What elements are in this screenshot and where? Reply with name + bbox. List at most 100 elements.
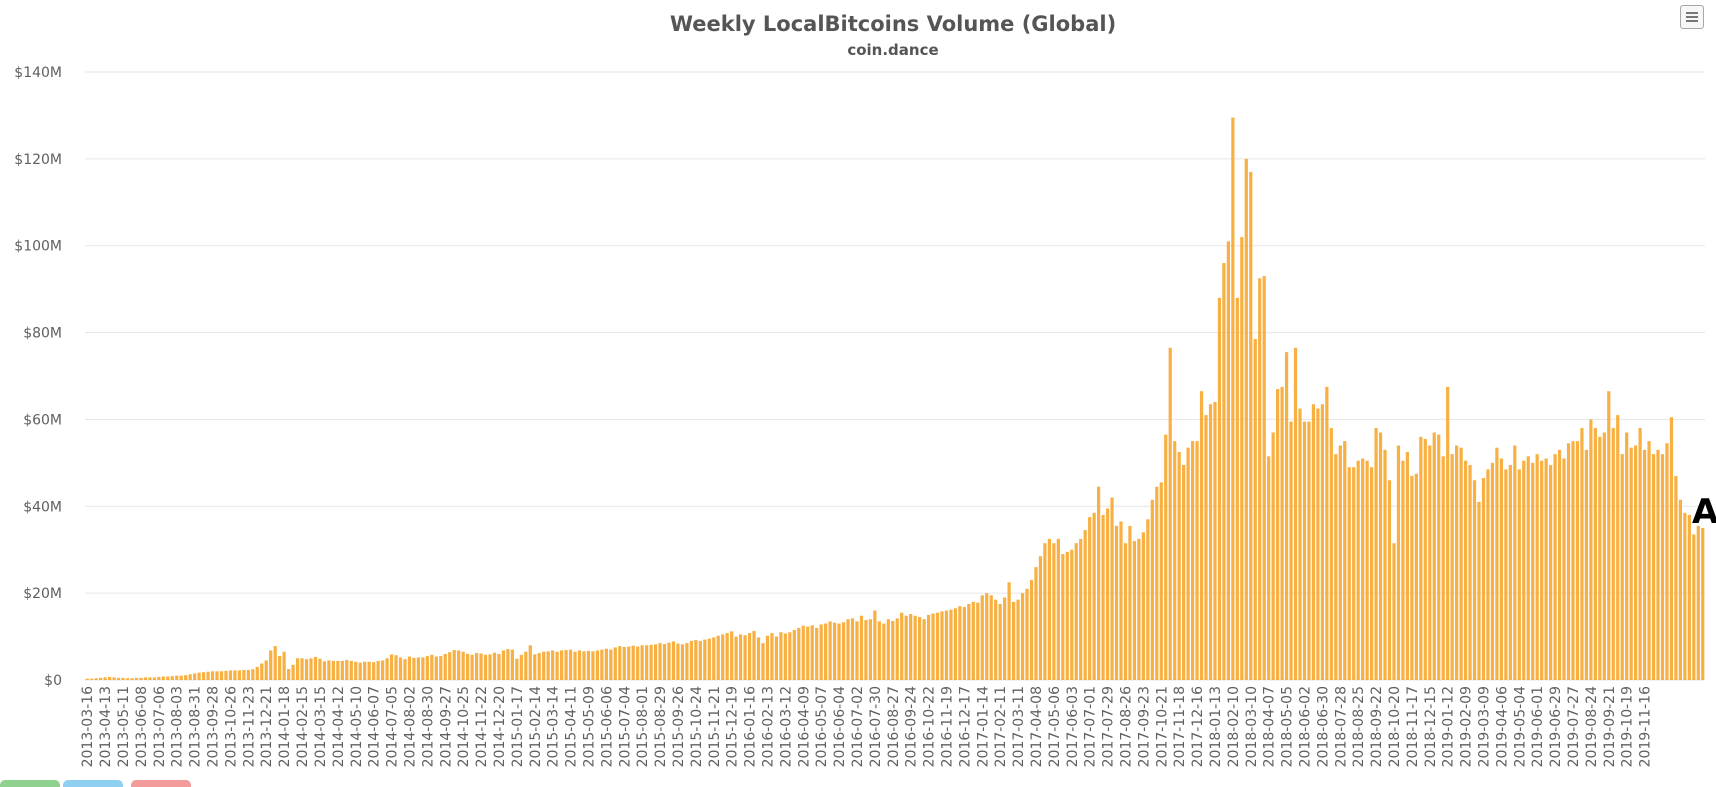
bar[interactable] <box>850 618 855 680</box>
bar[interactable] <box>546 651 550 680</box>
bar[interactable] <box>1177 452 1181 680</box>
bar[interactable] <box>1405 452 1410 680</box>
bar[interactable] <box>255 666 259 680</box>
bar[interactable] <box>958 606 962 680</box>
bar[interactable] <box>703 639 707 680</box>
bar[interactable] <box>873 610 877 680</box>
bar[interactable] <box>139 677 143 680</box>
bar[interactable] <box>1696 525 1700 680</box>
bar[interactable] <box>653 644 658 680</box>
bar[interactable] <box>649 644 653 680</box>
bar[interactable] <box>1629 447 1633 680</box>
bar[interactable] <box>1020 593 1025 680</box>
bar[interactable] <box>640 645 644 680</box>
bar[interactable] <box>251 669 255 680</box>
bar[interactable] <box>1334 454 1338 680</box>
bar[interactable] <box>1249 171 1253 680</box>
bar[interactable] <box>483 654 488 680</box>
bar[interactable] <box>121 677 125 680</box>
bar[interactable] <box>1383 449 1387 680</box>
bar[interactable] <box>524 651 528 680</box>
bar[interactable] <box>90 678 94 680</box>
bar[interactable] <box>1459 447 1463 680</box>
bar[interactable] <box>1495 447 1499 680</box>
bar[interactable] <box>962 607 966 680</box>
bar[interactable] <box>797 627 801 680</box>
bar[interactable] <box>837 623 841 680</box>
bar[interactable] <box>662 643 667 680</box>
bar[interactable] <box>600 649 604 680</box>
bar[interactable] <box>497 653 501 680</box>
bar[interactable] <box>1347 467 1351 680</box>
bar[interactable] <box>788 632 792 680</box>
bar[interactable] <box>595 650 600 680</box>
bar[interactable] <box>224 670 228 680</box>
bar[interactable] <box>1253 339 1257 680</box>
bar[interactable] <box>206 671 210 680</box>
bar[interactable] <box>1584 449 1589 680</box>
bar[interactable] <box>193 673 197 680</box>
bar[interactable] <box>1446 386 1450 680</box>
bar[interactable] <box>108 676 112 680</box>
bar[interactable] <box>1190 441 1195 680</box>
bar[interactable] <box>416 657 421 680</box>
bar[interactable] <box>363 661 367 680</box>
bar[interactable] <box>895 618 899 680</box>
bar[interactable] <box>900 612 904 680</box>
bar[interactable] <box>855 621 859 680</box>
bar[interactable] <box>1329 428 1333 680</box>
bar[interactable] <box>1387 480 1392 680</box>
bar[interactable] <box>877 621 881 680</box>
bar[interactable] <box>985 593 989 680</box>
bar[interactable] <box>125 678 130 680</box>
bar[interactable] <box>926 614 931 680</box>
bar[interactable] <box>734 636 738 680</box>
bar[interactable] <box>210 671 215 680</box>
bar[interactable] <box>94 678 98 680</box>
bar[interactable] <box>501 650 506 680</box>
bar[interactable] <box>1074 543 1078 680</box>
bar[interactable] <box>604 648 608 680</box>
bar[interactable] <box>1052 543 1056 680</box>
bar[interactable] <box>739 634 743 680</box>
bar[interactable] <box>166 676 170 680</box>
bar[interactable] <box>179 675 183 680</box>
bar[interactable] <box>354 661 358 680</box>
bar[interactable] <box>712 637 716 680</box>
bar[interactable] <box>430 654 434 680</box>
bar[interactable] <box>143 677 148 680</box>
bar[interactable] <box>707 638 711 680</box>
bar[interactable] <box>1208 404 1213 680</box>
bar[interactable] <box>801 625 805 680</box>
bar[interactable] <box>1365 460 1369 680</box>
bar[interactable] <box>474 653 479 680</box>
bar[interactable] <box>1007 582 1011 680</box>
bar[interactable] <box>112 677 116 680</box>
bar[interactable] <box>519 654 523 680</box>
bar[interactable] <box>577 650 582 680</box>
bar[interactable] <box>1150 499 1154 680</box>
bar[interactable] <box>1352 467 1356 680</box>
bar[interactable] <box>1589 419 1593 680</box>
bar[interactable] <box>859 615 864 680</box>
bar[interactable] <box>85 678 89 680</box>
bar[interactable] <box>1105 508 1110 680</box>
bar[interactable] <box>439 656 443 680</box>
bar[interactable] <box>322 661 327 680</box>
bar[interactable] <box>1204 415 1208 680</box>
bar[interactable] <box>1047 538 1051 680</box>
bar[interactable] <box>765 635 770 680</box>
bar[interactable] <box>533 654 537 680</box>
bar[interactable] <box>1687 514 1691 680</box>
bar[interactable] <box>412 657 416 680</box>
bar[interactable] <box>215 671 219 680</box>
bar[interactable] <box>269 650 273 680</box>
bar[interactable] <box>157 676 161 680</box>
bar[interactable] <box>792 630 796 680</box>
bar[interactable] <box>819 624 823 680</box>
bar[interactable] <box>273 646 277 680</box>
bar[interactable] <box>676 643 680 680</box>
bar[interactable] <box>282 651 286 680</box>
bar[interactable] <box>1634 445 1638 680</box>
bar[interactable] <box>940 611 944 680</box>
